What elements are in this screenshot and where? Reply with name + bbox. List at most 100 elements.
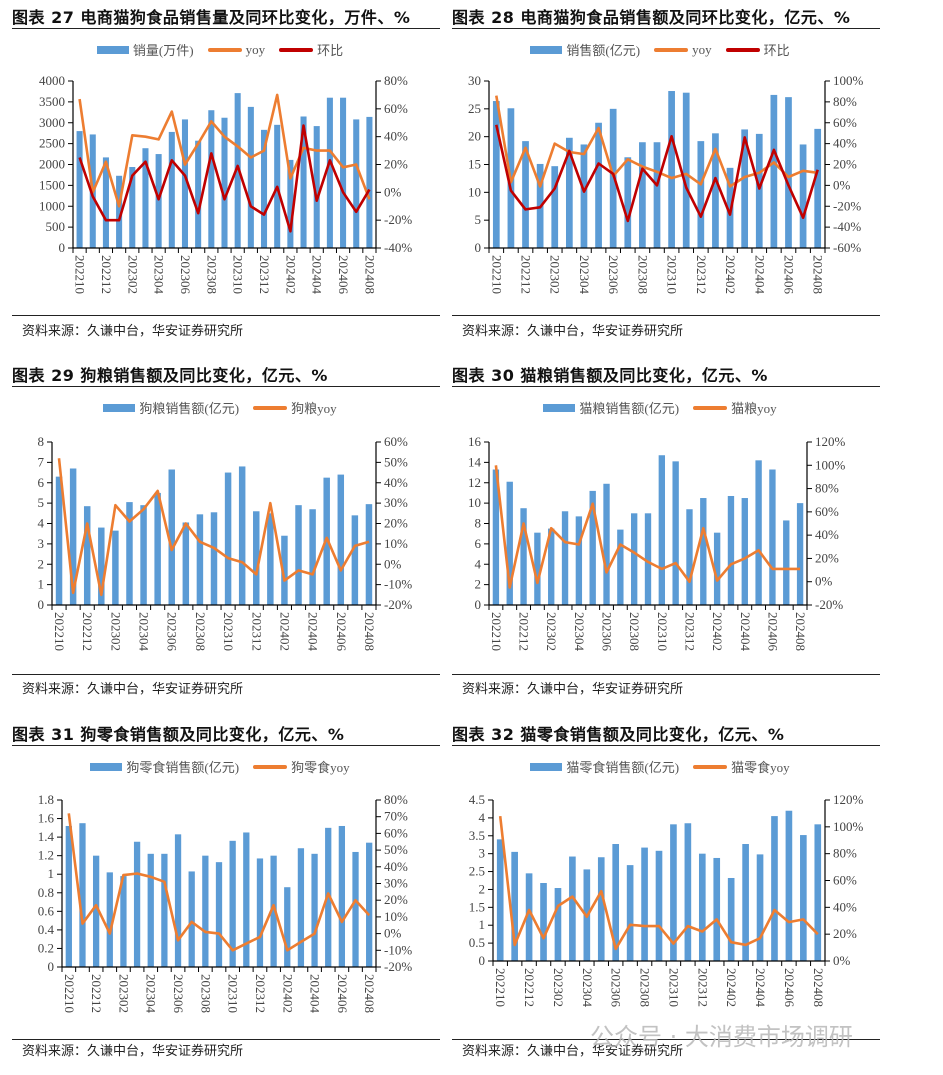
y2-tick-label: 0% bbox=[815, 574, 833, 589]
x-tick-label: 202310 bbox=[655, 612, 670, 651]
x-tick-label: 202310 bbox=[666, 968, 681, 1007]
bar bbox=[800, 144, 807, 248]
bar bbox=[756, 134, 763, 248]
y-tick-label: 1500 bbox=[39, 177, 65, 192]
x-tick-label: 202210 bbox=[489, 612, 504, 651]
x-tick-label: 202308 bbox=[198, 974, 213, 1013]
x-tick-label: 202304 bbox=[144, 974, 159, 1014]
bar bbox=[769, 470, 775, 605]
x-tick-label: 202308 bbox=[204, 255, 219, 294]
bar bbox=[783, 520, 789, 605]
x-tick-label: 202310 bbox=[665, 255, 680, 294]
y2-tick-label: 30% bbox=[384, 876, 408, 891]
x-tick-label: 202210 bbox=[73, 255, 88, 294]
bar bbox=[668, 91, 675, 248]
bar bbox=[239, 466, 245, 605]
bar bbox=[540, 883, 547, 961]
y2-tick-label: 10% bbox=[384, 536, 408, 551]
bar bbox=[551, 166, 558, 248]
bar bbox=[757, 854, 764, 961]
bar bbox=[697, 141, 704, 248]
y-tick-label: 4 bbox=[475, 556, 482, 571]
bar bbox=[624, 157, 631, 248]
bar bbox=[175, 834, 181, 967]
bar bbox=[814, 129, 821, 248]
y2-tick-label: 40% bbox=[815, 527, 839, 542]
bar bbox=[327, 98, 333, 248]
bar bbox=[639, 142, 646, 248]
source-divider bbox=[12, 674, 440, 675]
bar bbox=[309, 509, 315, 605]
bar bbox=[493, 101, 500, 248]
bar bbox=[284, 887, 290, 967]
y-tick-label: 0 bbox=[38, 597, 45, 612]
x-tick-label: 202304 bbox=[137, 612, 152, 652]
y-tick-label: 3500 bbox=[39, 94, 65, 109]
bar bbox=[581, 144, 588, 248]
y2-tick-label: -40% bbox=[384, 240, 412, 255]
y2-tick-label: 80% bbox=[833, 846, 857, 861]
bar bbox=[672, 461, 678, 605]
y2-tick-label: 80% bbox=[384, 73, 408, 88]
bar bbox=[562, 511, 568, 605]
y2-tick-label: 60% bbox=[833, 115, 857, 130]
x-tick-label: 202210 bbox=[62, 974, 77, 1013]
x-tick-label: 202408 bbox=[362, 612, 377, 651]
source-divider bbox=[452, 315, 880, 316]
y-tick-label: 5 bbox=[475, 212, 482, 227]
y-tick-label: 1 bbox=[38, 577, 45, 592]
y2-tick-label: 20% bbox=[384, 892, 408, 907]
x-tick-label: 202404 bbox=[306, 612, 321, 652]
bar bbox=[771, 816, 778, 961]
y2-tick-label: 40% bbox=[384, 129, 408, 144]
x-tick-label: 202304 bbox=[152, 255, 167, 295]
x-tick-label: 202212 bbox=[522, 968, 537, 1007]
y2-tick-label: 80% bbox=[833, 94, 857, 109]
x-tick-label: 202302 bbox=[125, 255, 140, 294]
y-tick-label: 10 bbox=[468, 184, 481, 199]
y2-tick-label: 10% bbox=[384, 909, 408, 924]
y2-tick-label: 40% bbox=[384, 475, 408, 490]
y2-tick-label: 0% bbox=[384, 926, 402, 941]
y2-tick-label: 60% bbox=[815, 504, 839, 519]
bar bbox=[340, 98, 346, 248]
bar bbox=[555, 888, 562, 961]
y-tick-label: 3000 bbox=[39, 115, 65, 130]
x-tick-label: 202212 bbox=[80, 612, 95, 651]
x-tick-label: 202312 bbox=[682, 612, 697, 651]
x-tick-label: 202402 bbox=[283, 255, 298, 294]
y2-tick-label: -60% bbox=[833, 240, 861, 255]
bar bbox=[786, 811, 793, 961]
bar bbox=[352, 852, 358, 967]
bar bbox=[659, 455, 665, 605]
chart-plot: 05001000150020002500300035004000-40%-20%… bbox=[0, 0, 440, 358]
y2-tick-label: -20% bbox=[384, 597, 412, 612]
bar bbox=[631, 513, 637, 605]
x-tick-label: 202312 bbox=[257, 255, 272, 294]
bar bbox=[257, 858, 263, 967]
bar bbox=[169, 132, 175, 248]
series-line-yoy bbox=[496, 96, 817, 187]
bar bbox=[742, 498, 748, 605]
x-tick-label: 202408 bbox=[811, 255, 826, 294]
y2-tick-label: 20% bbox=[833, 926, 857, 941]
bar bbox=[311, 854, 317, 967]
source-note: 资料来源：久谦中台，华安证券研究所 bbox=[22, 678, 243, 697]
x-tick-label: 202404 bbox=[738, 612, 753, 652]
y-tick-label: 25 bbox=[468, 101, 481, 116]
y2-tick-label: 50% bbox=[384, 454, 408, 469]
y-tick-label: 0.8 bbox=[38, 885, 54, 900]
y2-tick-label: 30% bbox=[384, 495, 408, 510]
x-tick-label: 202406 bbox=[335, 974, 350, 1014]
y-tick-label: 2000 bbox=[39, 157, 65, 172]
x-tick-label: 202402 bbox=[277, 612, 292, 651]
bar bbox=[785, 97, 792, 248]
bar bbox=[183, 522, 189, 605]
y-tick-label: 8 bbox=[38, 434, 45, 449]
x-tick-label: 202402 bbox=[710, 612, 725, 651]
x-tick-label: 202212 bbox=[99, 255, 114, 294]
bar bbox=[338, 475, 344, 605]
bar bbox=[598, 857, 605, 961]
